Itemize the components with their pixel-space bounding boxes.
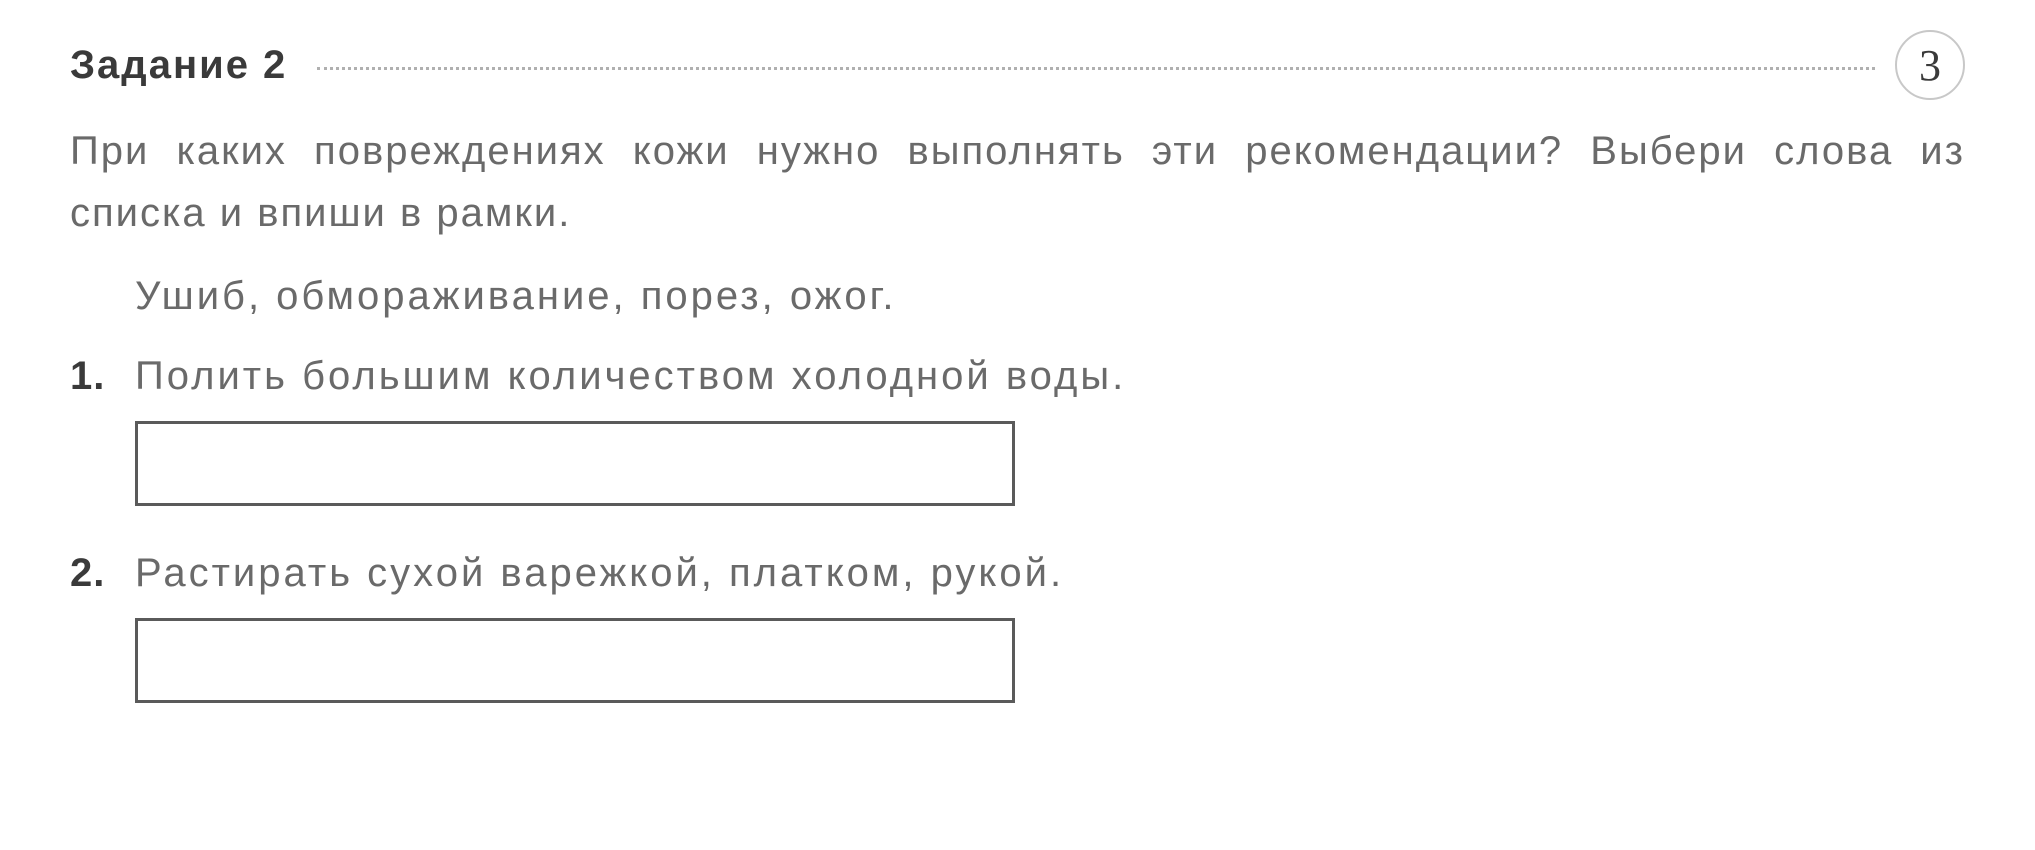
points-badge: 3 — [1895, 30, 1965, 100]
dotted-divider — [317, 67, 1875, 70]
list-item: 2. Растирать сухой варежкой, платком, ру… — [70, 551, 1965, 733]
task-header: Задание 2 3 — [70, 30, 1965, 100]
item-text: Полить большим количеством холодной воды… — [135, 354, 1965, 399]
task-label: Задание 2 — [70, 43, 287, 88]
answer-input-box[interactable] — [135, 421, 1015, 506]
question-text: При каких повреждениях кожи нужно выполн… — [70, 120, 1965, 244]
word-list: Ушиб, обмораживание, порез, ожог. — [135, 274, 1965, 319]
item-content: Полить большим количеством холодной воды… — [135, 354, 1965, 536]
item-number: 2. — [70, 551, 135, 733]
item-content: Растирать сухой варежкой, платком, рукой… — [135, 551, 1965, 733]
item-text: Растирать сухой варежкой, платком, рукой… — [135, 551, 1965, 596]
answer-input-box[interactable] — [135, 618, 1015, 703]
item-number: 1. — [70, 354, 135, 536]
list-item: 1. Полить большим количеством холодной в… — [70, 354, 1965, 536]
